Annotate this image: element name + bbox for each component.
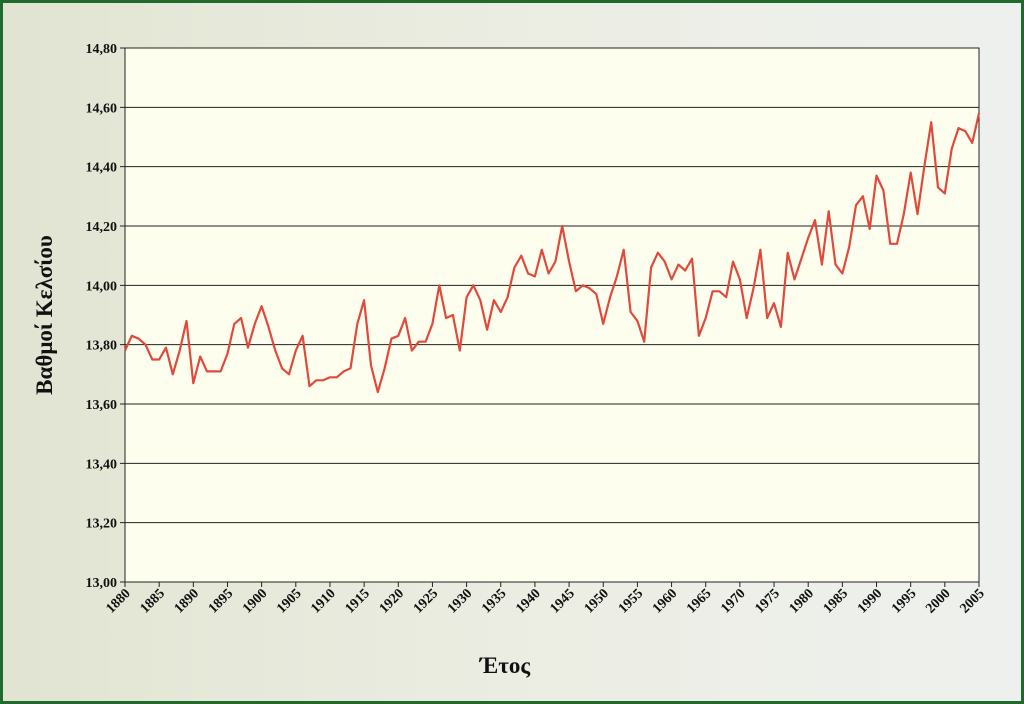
x-tick-label: 1930 [445, 586, 475, 616]
plot-area [124, 47, 980, 583]
x-tick-label: 1980 [787, 586, 817, 616]
x-tick-label: 1985 [821, 586, 851, 616]
x-tick-label: 1975 [752, 586, 782, 616]
x-tick-label: 1990 [855, 586, 885, 616]
x-tick-label: 1950 [582, 586, 612, 616]
x-tick-label: 1995 [889, 586, 919, 616]
x-tick-label: 1940 [513, 586, 543, 616]
x-tick-label: 2000 [923, 586, 953, 616]
y-tick-label: 14,40 [86, 161, 118, 176]
x-tick-label: 1920 [377, 586, 407, 616]
x-tick-label: 1900 [240, 586, 270, 616]
y-tick-label: 13,80 [86, 339, 118, 354]
x-tick-label: 1965 [684, 586, 714, 616]
x-tick-label: 1960 [650, 586, 680, 616]
temperature-series-line [124, 113, 981, 394]
x-tick-labels: 1880 1885 1890 1895 1900 1905 1910 1915 1920 1925… [103, 586, 987, 616]
x-tick-label: 1905 [274, 586, 304, 616]
y-tick-label: 14,00 [86, 279, 118, 294]
x-tick-label: 2005 [957, 586, 987, 616]
x-tick-label: 1945 [548, 586, 578, 616]
y-axis-title: Βαθμοί Κελσίου [32, 235, 57, 395]
y-tick-labels: 13,00 13,20 13,40 13,60 13,80 14,00 14,20 14,40… [86, 42, 118, 591]
x-tick-label: 1890 [172, 586, 202, 616]
y-tick-label: 14,20 [86, 220, 118, 235]
y-tick-label: 13,00 [86, 576, 118, 591]
y-tick-label: 13,20 [86, 517, 118, 532]
x-tick-label: 1970 [718, 586, 748, 616]
x-tick-marks [124, 582, 980, 587]
y-tick-label: 14,60 [86, 101, 118, 116]
x-tick-label: 1935 [479, 586, 509, 616]
y-tick-label: 13,40 [86, 457, 118, 472]
y-tick-label: 13,60 [86, 398, 118, 413]
x-tick-label: 1885 [138, 586, 168, 616]
y-tick-label: 14,80 [86, 42, 118, 57]
x-tick-label: 1915 [343, 586, 373, 616]
x-tick-label: 1910 [308, 586, 338, 616]
line-chart: 13,00 13,20 13,40 13,60 13,80 14,00 14,20 14,40… [32, 42, 988, 678]
x-tick-label: 1895 [206, 586, 236, 616]
y-gridlines [120, 47, 979, 583]
x-tick-label: 1955 [616, 586, 646, 616]
x-tick-label: 1925 [411, 586, 441, 616]
x-axis-title: Έτος [479, 653, 530, 678]
